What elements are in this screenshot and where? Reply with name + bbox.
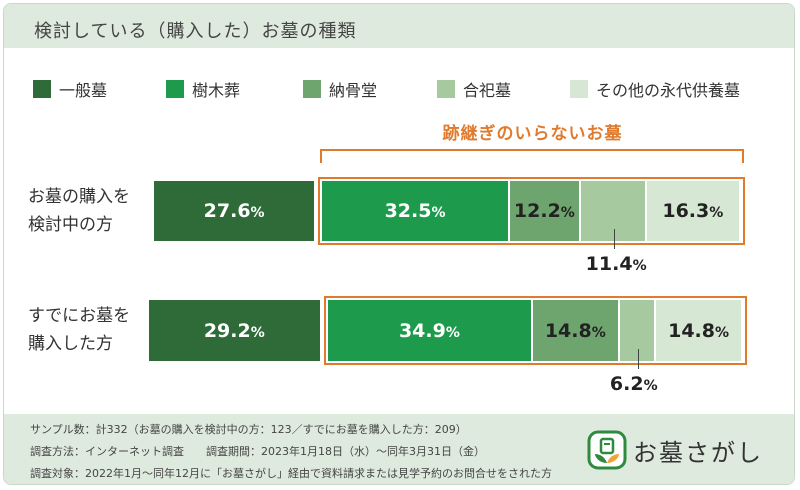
category-label: お墓の購入を 検討中の方 <box>28 183 130 239</box>
legend-label: 樹木葬 <box>192 81 241 100</box>
legend-label: その他の永代供養墓 <box>596 81 741 100</box>
legend-swatch <box>570 80 588 98</box>
gravestone-leaf-icon <box>587 430 627 470</box>
data-label: 6.2% <box>609 373 658 395</box>
bar-segment: 12.2% <box>510 181 579 241</box>
footnote-target: 調査対象：2022年1月〜同年12月に「お墓さがし」経由で資料請求または見学予約… <box>30 467 552 480</box>
legend-label: 納骨堂 <box>329 81 378 100</box>
data-label: 29.2% <box>203 319 265 342</box>
legend-item: その他の永代供養墓 <box>570 78 740 100</box>
legend: 一般墓 樹木葬 納骨堂 合祀墓 その他の永代供養墓 <box>0 78 800 100</box>
legend-item: 一般墓 <box>33 78 107 100</box>
logo-text: お墓さがし <box>633 438 763 467</box>
footnote-sample: サンプル数：計332（お墓の購入を検討中の方：123／すでにお墓を購入した方：2… <box>30 423 467 436</box>
data-label: 16.3% <box>662 200 724 222</box>
legend-swatch <box>437 80 455 98</box>
bar-segment: 29.2% <box>148 300 320 361</box>
bar-segment <box>619 300 655 361</box>
data-label: 34.9% <box>398 319 460 342</box>
legend-swatch <box>166 80 184 98</box>
logo: お墓さがし <box>587 428 787 472</box>
category-label-line: お墓の購入を <box>28 187 130 207</box>
data-label: 11.4% <box>585 253 647 275</box>
legend-label: 合祀墓 <box>463 81 512 100</box>
legend-item: 樹木葬 <box>166 78 240 100</box>
legend-swatch <box>303 80 321 98</box>
data-label: 27.6% <box>203 200 265 222</box>
bar-segment <box>580 181 645 241</box>
category-label: すでにお墓を 購入した方 <box>28 302 130 358</box>
title-band: 検討している（購入した）お墓の種類 <box>4 4 794 48</box>
card-frame <box>3 3 795 485</box>
bracket-label: 跡継ぎのいらないお墓 <box>442 124 623 144</box>
bracket-line <box>320 149 744 163</box>
category-label-line: 購入した方 <box>28 334 113 354</box>
legend-swatch <box>33 80 51 98</box>
bar-segment: 14.8% <box>532 300 618 361</box>
category-label-line: 検討中の方 <box>28 215 113 235</box>
bar-segment: 14.8% <box>656 300 741 361</box>
data-label: 14.8% <box>544 319 606 342</box>
data-label: 12.2% <box>513 200 575 222</box>
bar-segment: 32.5% <box>322 181 509 241</box>
legend-label: 一般墓 <box>59 81 108 100</box>
data-label: 32.5% <box>384 200 446 222</box>
category-label-line: すでにお墓を <box>28 306 131 326</box>
chart-title: 検討している（購入した）お墓の種類 <box>34 21 357 42</box>
footer-band <box>4 414 794 484</box>
footnote-method: 調査方法：インターネット調査 調査期間：2023年1月18日（水）〜同年3月31… <box>30 445 485 458</box>
bar-segment: 16.3% <box>646 181 739 241</box>
bar-segment: 34.9% <box>328 300 531 361</box>
legend-item: 合祀墓 <box>437 78 511 100</box>
leader-line <box>637 349 639 369</box>
data-label: 14.8% <box>668 319 730 342</box>
legend-item: 納骨堂 <box>303 78 377 100</box>
leader-line <box>613 229 615 249</box>
bar-segment: 27.6% <box>154 181 314 241</box>
